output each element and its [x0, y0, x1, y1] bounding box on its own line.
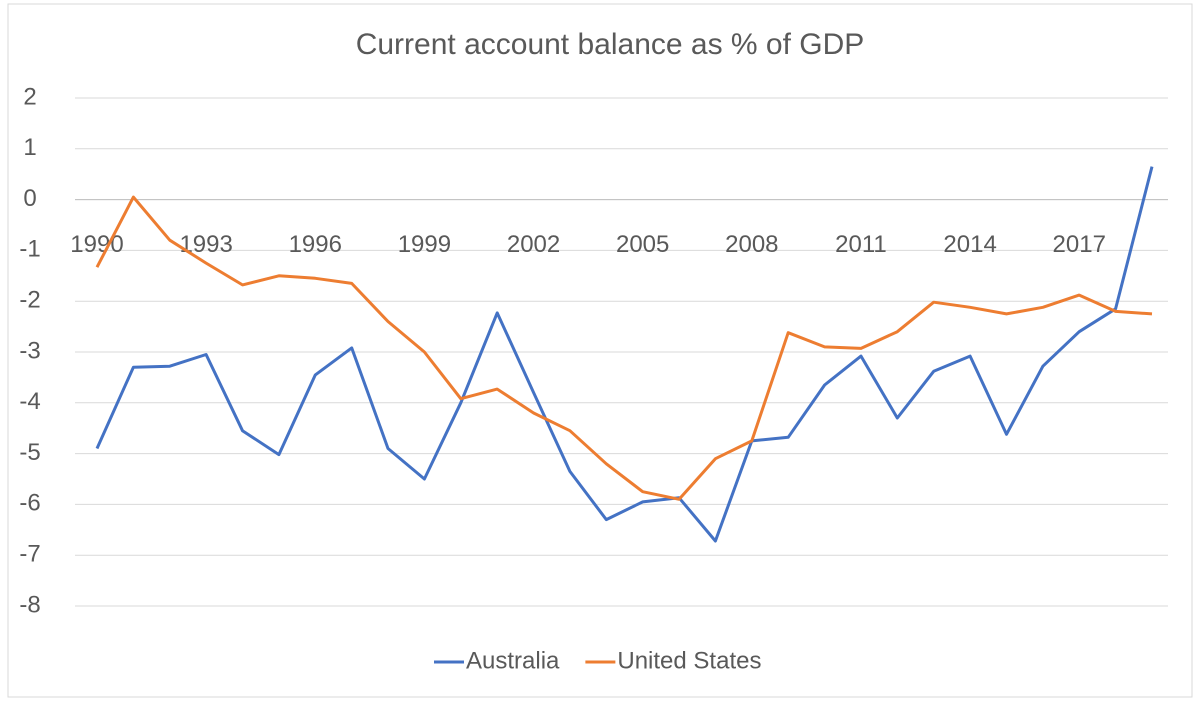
y-tick-label: -7 — [19, 541, 40, 568]
x-tick-label: 1993 — [179, 231, 232, 258]
x-tick-label: 1990 — [70, 231, 123, 258]
legend-label: Australia — [466, 647, 560, 674]
y-tick-label: 0 — [23, 185, 36, 212]
line-series — [95, 166, 1154, 543]
x-tick-label: 2014 — [943, 231, 996, 258]
x-tick-label: 2017 — [1053, 231, 1106, 258]
legend-label: United States — [617, 647, 761, 674]
x-tick-label: 1999 — [398, 231, 451, 258]
y-tick-label: 2 — [23, 83, 36, 110]
x-tick-label: 2002 — [507, 231, 560, 258]
y-tick-label: -2 — [19, 287, 40, 314]
line-series — [95, 195, 1153, 501]
chart-title: Current account balance as % of GDP — [356, 28, 865, 61]
x-tick-label: 2008 — [725, 231, 778, 258]
x-tick-label: 2011 — [835, 231, 887, 258]
y-tick-label: -3 — [19, 337, 40, 364]
y-tick-label: -5 — [19, 439, 40, 466]
y-tick-label: 1 — [23, 134, 36, 161]
y-tick-label: -8 — [19, 591, 40, 618]
y-tick-label: -6 — [19, 490, 40, 517]
x-tick-label: 1996 — [289, 231, 342, 258]
y-tick-label: -1 — [19, 236, 40, 263]
y-tick-label: -4 — [19, 388, 40, 415]
x-tick-label: 2005 — [616, 231, 669, 258]
chart-frame — [7, 3, 1193, 698]
